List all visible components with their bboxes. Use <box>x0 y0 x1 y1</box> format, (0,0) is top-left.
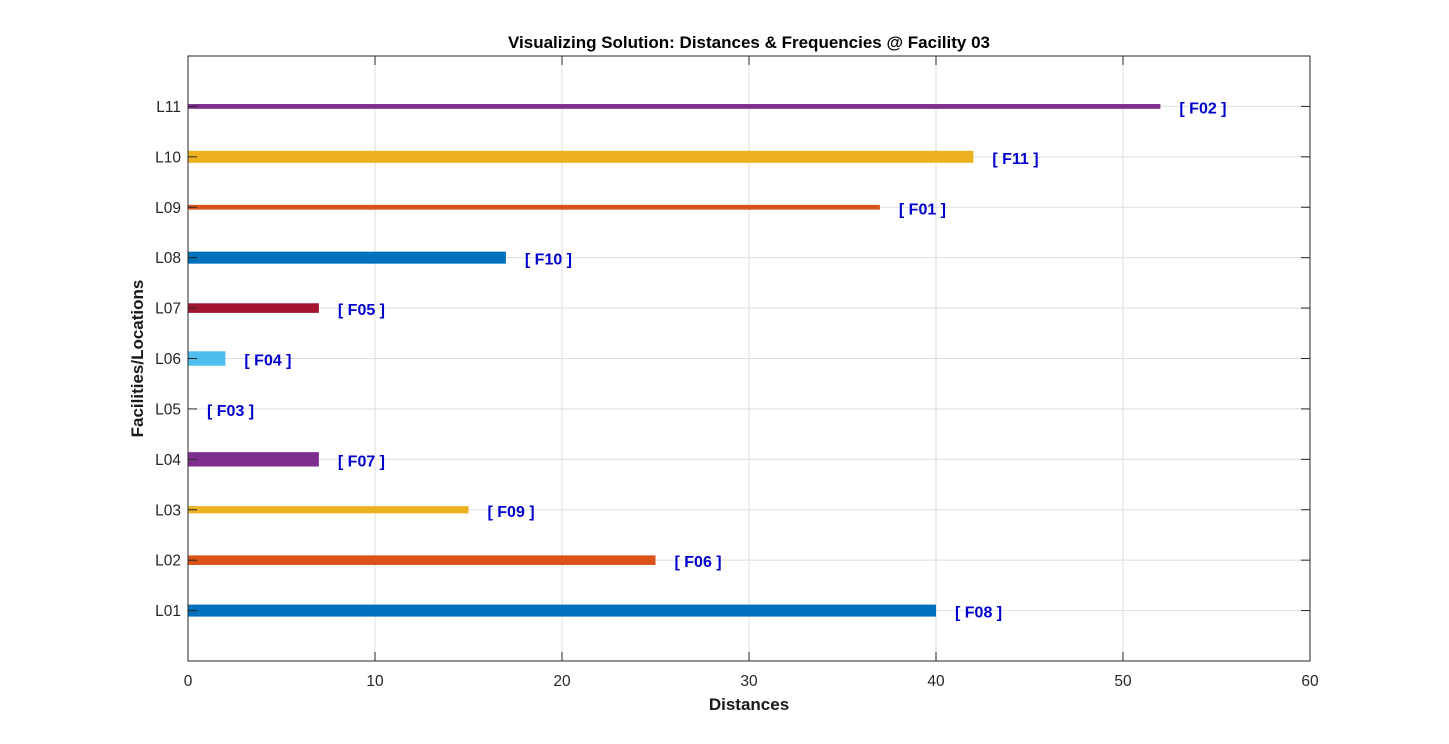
data-label: [ F03 ] <box>207 403 254 420</box>
bar <box>188 104 1161 109</box>
data-label: [ F11 ] <box>992 151 1038 168</box>
data-label: [ F08 ] <box>955 605 1002 622</box>
y-tick-label: L04 <box>155 452 181 469</box>
data-label: [ F02 ] <box>1179 100 1226 117</box>
data-label: [ F10 ] <box>525 252 572 269</box>
x-tick-label: 50 <box>1114 673 1132 690</box>
data-label: [ F04 ] <box>244 353 291 370</box>
y-axis-label: Facilities/Locations <box>128 280 147 438</box>
y-tick-label: L02 <box>155 553 181 570</box>
y-tick-label: L10 <box>155 149 181 166</box>
y-tick-label: L01 <box>155 603 181 620</box>
data-label: [ F01 ] <box>899 201 946 218</box>
x-tick-label: 40 <box>927 673 945 690</box>
x-axis-label: Distances <box>709 695 789 714</box>
x-tick-label: 20 <box>553 673 571 690</box>
data-label: [ F09 ] <box>488 504 535 521</box>
x-tick-label: 10 <box>366 673 384 690</box>
bar <box>188 150 974 163</box>
bars <box>188 104 1161 617</box>
data-label: [ F07 ] <box>338 453 385 470</box>
bar <box>188 303 319 313</box>
y-tick-label: L08 <box>155 250 181 267</box>
y-tick-label: L11 <box>156 99 181 116</box>
data-label: [ F06 ] <box>675 554 722 571</box>
bar <box>188 506 469 514</box>
x-tick-label: 0 <box>184 673 193 690</box>
bar <box>188 251 506 264</box>
y-tick-label: L09 <box>155 200 181 217</box>
data-label: [ F05 ] <box>338 302 385 319</box>
y-tick-label: L06 <box>155 351 181 368</box>
bar <box>188 204 880 210</box>
x-tick-labels: 0 10 20 30 40 50 60 <box>184 673 1319 690</box>
chart-title: Visualizing Solution: Distances & Freque… <box>508 33 990 52</box>
y-tick-labels: L01 L02 L03 L04 L05 L06 L07 L08 L09 L10 L11 <box>155 99 181 620</box>
data-labels: [ F08 ] [ F06 ] [ F09 ] [ F07 ] [ F03 ] [ F04… <box>207 100 1227 621</box>
x-tick-label: 30 <box>740 673 758 690</box>
y-tick-label: L05 <box>155 401 181 418</box>
y-tick-label: L03 <box>155 502 181 519</box>
bar <box>188 351 226 366</box>
y-tick-label: L07 <box>155 301 181 318</box>
bar <box>188 604 936 617</box>
x-tick-label: 60 <box>1301 673 1319 690</box>
tick-marks <box>187 56 1311 661</box>
bar <box>188 555 656 565</box>
bar <box>188 452 319 467</box>
